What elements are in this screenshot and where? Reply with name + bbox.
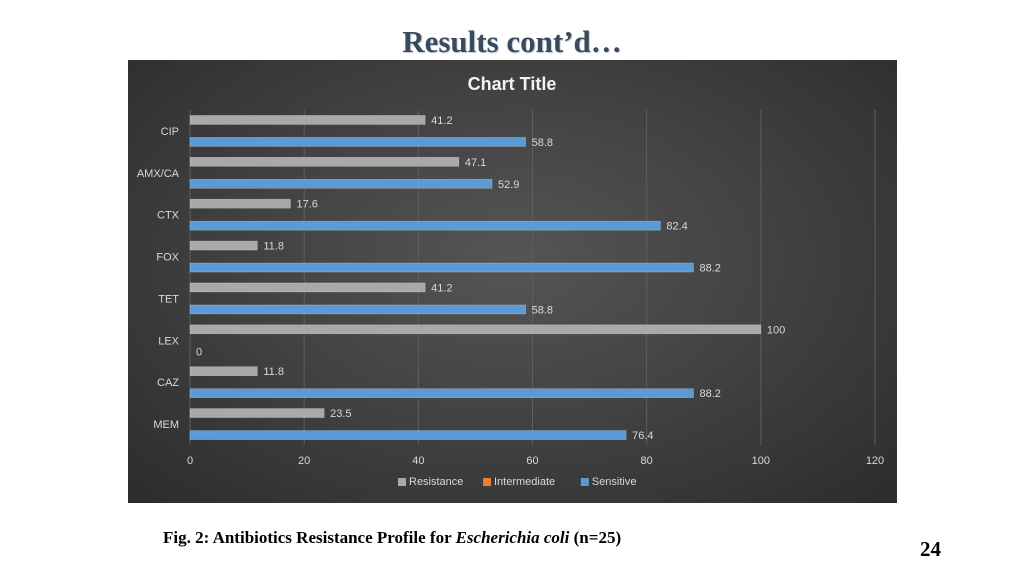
chart-panel: Chart Title 0 20 40 60 80 100 120 CIP 41.2 58.8 AMX… — [128, 60, 897, 503]
bar-resistance — [189, 198, 291, 209]
data-label: 58.8 — [532, 137, 553, 149]
legend-label-intermediate: Intermediate — [494, 476, 555, 488]
bar-resistance — [189, 115, 426, 125]
data-label: 23.5 — [330, 408, 351, 420]
x-tick-label: 100 — [752, 455, 770, 467]
data-label: 76.4 — [632, 430, 653, 442]
category-label: CAZ — [157, 377, 179, 389]
figure-caption: Fig. 2: Antibiotics Resistance Profile f… — [163, 528, 621, 548]
data-label: 17.6 — [296, 199, 317, 211]
bar-resistance — [189, 282, 426, 293]
category-label: AMX/CA — [137, 168, 180, 180]
bar-sensitive — [189, 430, 627, 440]
bar-sensitive — [189, 388, 694, 398]
legend-swatch-sensitive — [580, 478, 589, 486]
caption-prefix: Fig. 2: Antibiotics Resistance Profile f… — [163, 528, 456, 547]
category-label: CTX — [157, 210, 180, 222]
data-label: 11.8 — [263, 241, 284, 253]
x-tick-label: 0 — [187, 455, 193, 467]
bar-chart: Chart Title 0 20 40 60 80 100 120 CIP 41.2 58.8 AMX… — [137, 74, 884, 488]
bar-resistance — [189, 240, 258, 251]
bar-resistance — [189, 366, 258, 376]
legend-label-sensitive: Sensitive — [592, 476, 637, 488]
bar-sensitive — [189, 179, 493, 189]
data-label: 41.2 — [431, 115, 452, 127]
legend-label-resistance: Resistance — [409, 476, 463, 488]
legend-swatch-intermediate — [483, 478, 491, 486]
data-label: 11.8 — [263, 366, 284, 378]
data-label: 41.2 — [431, 282, 452, 294]
category-label: CIP — [161, 126, 179, 138]
category-label: TET — [158, 293, 179, 305]
data-label: 47.1 — [465, 157, 486, 169]
x-tick-label: 80 — [641, 455, 653, 467]
bar-resistance — [189, 324, 762, 335]
x-tick-label: 120 — [866, 455, 884, 467]
bar-sensitive — [189, 262, 694, 273]
data-label: 58.8 — [532, 304, 553, 316]
data-label: 88.2 — [699, 263, 720, 275]
bar-sensitive — [189, 220, 661, 231]
data-label: 0 — [196, 346, 202, 358]
bar-resistance — [189, 157, 460, 167]
category-label: MEM — [153, 419, 179, 431]
legend-swatch-resistance — [398, 478, 406, 486]
bar-sensitive — [189, 137, 526, 147]
x-tick-label: 60 — [526, 455, 538, 467]
x-tick-label: 20 — [298, 455, 310, 467]
chart-title: Chart Title — [468, 74, 557, 94]
data-label: 88.2 — [699, 388, 720, 400]
data-label: 82.4 — [666, 221, 687, 233]
data-label: 100 — [767, 324, 785, 336]
bar-sensitive — [189, 304, 526, 315]
x-tick-label: 40 — [412, 455, 424, 467]
category-label: LEX — [158, 335, 179, 347]
bar-resistance — [189, 408, 325, 418]
caption-organism: Escherichia coli — [455, 528, 570, 547]
data-label: 52.9 — [498, 179, 519, 191]
caption-suffix: (n=25) — [569, 528, 622, 547]
category-label: FOX — [156, 252, 179, 264]
page-number: 24 — [920, 537, 941, 561]
slide-title: Results cont’d… — [402, 24, 622, 59]
